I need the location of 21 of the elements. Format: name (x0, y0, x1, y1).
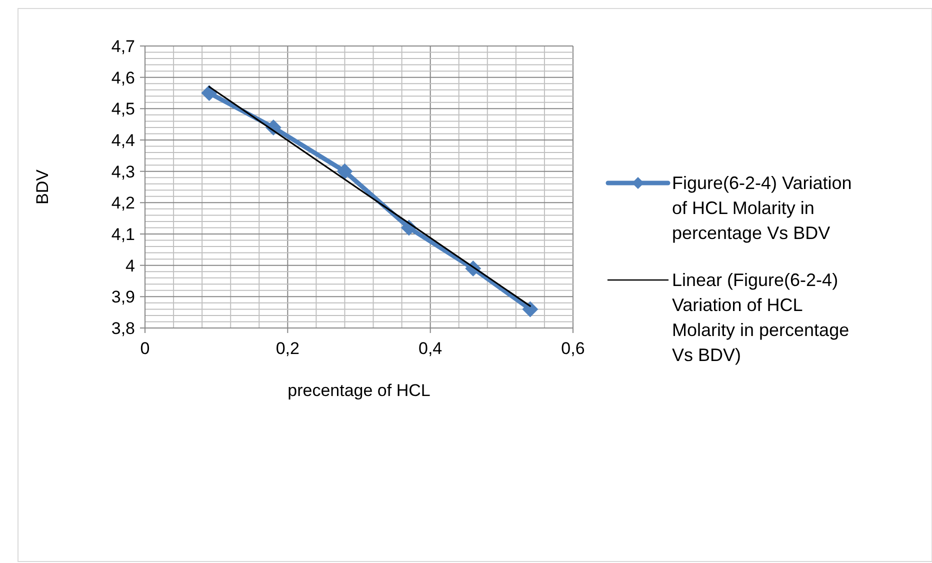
y-tick-label: 4,2 (111, 194, 135, 213)
point (336, 163, 353, 180)
x-tick-label: 0,6 (561, 339, 585, 358)
y-tick-label: 4,5 (111, 100, 135, 119)
y-tick-label: 4,1 (111, 225, 135, 244)
y-tick-label: 3,8 (111, 319, 135, 338)
x-tick-label: 0 (140, 339, 150, 358)
y-tick-label: 4,4 (111, 131, 135, 150)
legend-label: Figure(6-2-4) Variation of HCL Molarity in percentage Vs BDV (672, 173, 852, 243)
x-tick-label: 0,4 (418, 339, 442, 358)
y-tick-label: 4,3 (111, 162, 135, 182)
y-axis-title: BDV (33, 168, 52, 204)
x-axis-title: precentage of HCL (288, 381, 430, 400)
y-tick-label: 4,6 (111, 68, 135, 88)
point (201, 85, 218, 101)
y-tick-label: 4,7 (111, 37, 135, 56)
legend-label: Linear (Figure(6-2-4) Variation of HCL Molarity in percentage Vs BDV) (672, 270, 850, 365)
y-tick-label: 3,9 (111, 288, 135, 307)
point (522, 301, 538, 318)
x-tick-label: 0,2 (276, 339, 300, 358)
y-tick-label: 4 (126, 256, 135, 276)
